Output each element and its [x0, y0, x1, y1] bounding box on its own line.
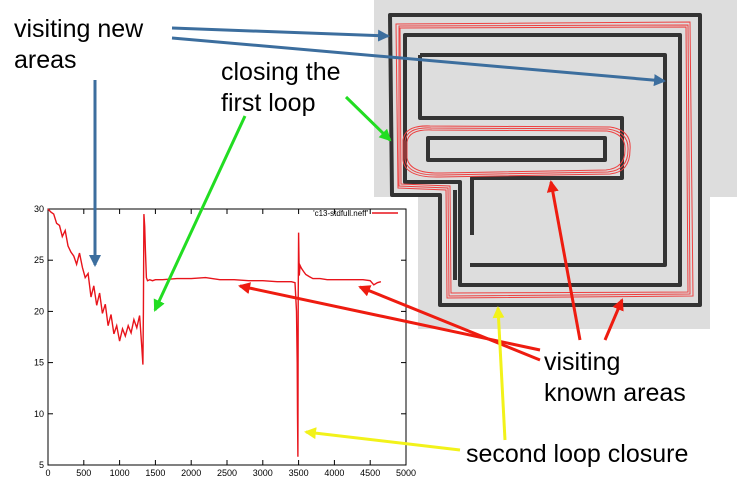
legend: 'c13-stdfull.neff' — [313, 209, 398, 218]
y-axis: 5 10 15 20 25 30 — [34, 204, 406, 470]
label-visiting-new-areas: visiting new — [14, 15, 144, 43]
map-background-upper — [374, 0, 737, 197]
arrow-known-to-map-bottom — [603, 298, 624, 341]
legend-label: 'c13-stdfull.neff' — [313, 209, 368, 218]
label-visiting-known-areas: visiting — [544, 348, 620, 376]
x-tick-label: 2500 — [217, 468, 237, 478]
label-closing-first-loop: closing the — [221, 58, 341, 86]
y-tick-label: 10 — [34, 409, 44, 419]
map-walls — [388, 13, 702, 307]
arrow-first-loop-to-map — [344, 95, 392, 142]
x-tick-label: 0 — [45, 468, 50, 478]
x-tick-label: 4000 — [324, 468, 344, 478]
x-tick-label: 4500 — [360, 468, 380, 478]
x-axis: 0 500 1000 1500 2000 2500 3000 3500 4000 4500 5000 — [45, 209, 416, 478]
robot-trajectory — [395, 21, 694, 299]
arrow-second-loop-to-chart — [304, 427, 461, 452]
y-tick-label: 5 — [39, 460, 44, 470]
x-tick-label: 2000 — [181, 468, 201, 478]
plot-frame — [47, 208, 407, 466]
line-chart: 5 10 15 20 25 30 0 500 1000 1500 2000 2500 3000 3500… — [34, 204, 416, 478]
label-second-loop-closure: second loop closure — [466, 440, 688, 468]
y-tick-label: 15 — [34, 358, 44, 368]
label-closing-first-loop-line2: first loop — [221, 89, 315, 117]
x-tick-label: 3000 — [253, 468, 273, 478]
arrow-new-areas-to-map-right — [171, 36, 666, 87]
annotation-arrows — [89, 26, 666, 452]
arrow-new-areas-to-map-top — [171, 26, 390, 42]
y-tick-label: 20 — [34, 306, 44, 316]
x-tick-label: 1500 — [145, 468, 165, 478]
y-tick-label: 30 — [34, 204, 44, 214]
arrow-known-to-chart-right — [358, 285, 541, 362]
arrow-known-to-map-inner — [546, 180, 582, 341]
label-visiting-known-areas-line2: known areas — [544, 379, 686, 407]
label-visiting-new-areas-line2: areas — [14, 46, 77, 74]
x-tick-label: 500 — [76, 468, 91, 478]
arrow-first-loop-to-chart — [153, 115, 247, 312]
occupancy-map — [374, 0, 737, 329]
x-tick-label: 1000 — [110, 468, 130, 478]
x-tick-label: 5000 — [396, 468, 416, 478]
y-tick-label: 25 — [34, 255, 44, 265]
series-line-c13-stdfull-neff — [47, 208, 382, 457]
x-tick-label: 3500 — [289, 468, 309, 478]
arrow-second-loop-to-map — [492, 306, 507, 441]
